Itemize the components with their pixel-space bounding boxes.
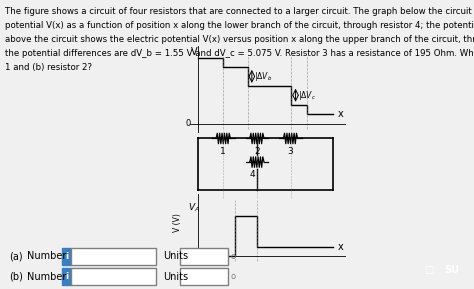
Text: 1 and (b) resistor 2?: 1 and (b) resistor 2? [5,63,92,72]
Text: (a): (a) [9,251,23,262]
Text: 2: 2 [254,147,260,156]
Text: above the circuit shows the electric potential V(x) versus position x along the : above the circuit shows the electric pot… [5,35,474,44]
FancyBboxPatch shape [71,268,156,286]
Text: $|\Delta V_b$: $|\Delta V_b$ [255,70,273,83]
Text: V (V): V (V) [173,213,182,232]
Text: (b): (b) [9,272,23,282]
Text: $|\Delta V_c$: $|\Delta V_c$ [298,89,316,102]
Text: □: □ [425,265,434,275]
Text: x: x [337,109,343,119]
Text: o: o [230,252,236,261]
Text: the potential differences are dV_b = 1.55 V and dV_c = 5.075 V. Resistor 3 has a: the potential differences are dV_b = 1.5… [5,49,474,58]
Text: i: i [65,252,68,261]
Text: Number: Number [27,251,66,262]
Text: 0: 0 [185,252,191,261]
Text: SU: SU [445,265,459,275]
Text: 0: 0 [185,119,191,128]
Text: 3: 3 [288,147,293,156]
FancyBboxPatch shape [71,248,156,265]
FancyBboxPatch shape [63,248,71,265]
Text: x: x [337,242,343,252]
Text: The figure shows a circuit of four resistors that are connected to a larger circ: The figure shows a circuit of four resis… [5,7,474,16]
FancyBboxPatch shape [180,248,228,265]
FancyBboxPatch shape [180,268,228,286]
Text: i: i [65,272,68,281]
Text: Number: Number [27,272,66,282]
Text: $V_A$: $V_A$ [188,201,200,214]
Text: Units: Units [163,272,188,282]
Text: 4: 4 [250,171,255,179]
FancyBboxPatch shape [63,268,71,286]
Text: o: o [230,272,236,281]
Text: V: V [191,47,198,57]
Text: 1: 1 [220,147,226,156]
Text: potential V(x) as a function of position x along the lower branch of the circuit: potential V(x) as a function of position… [5,21,474,30]
Text: Units: Units [163,251,188,262]
